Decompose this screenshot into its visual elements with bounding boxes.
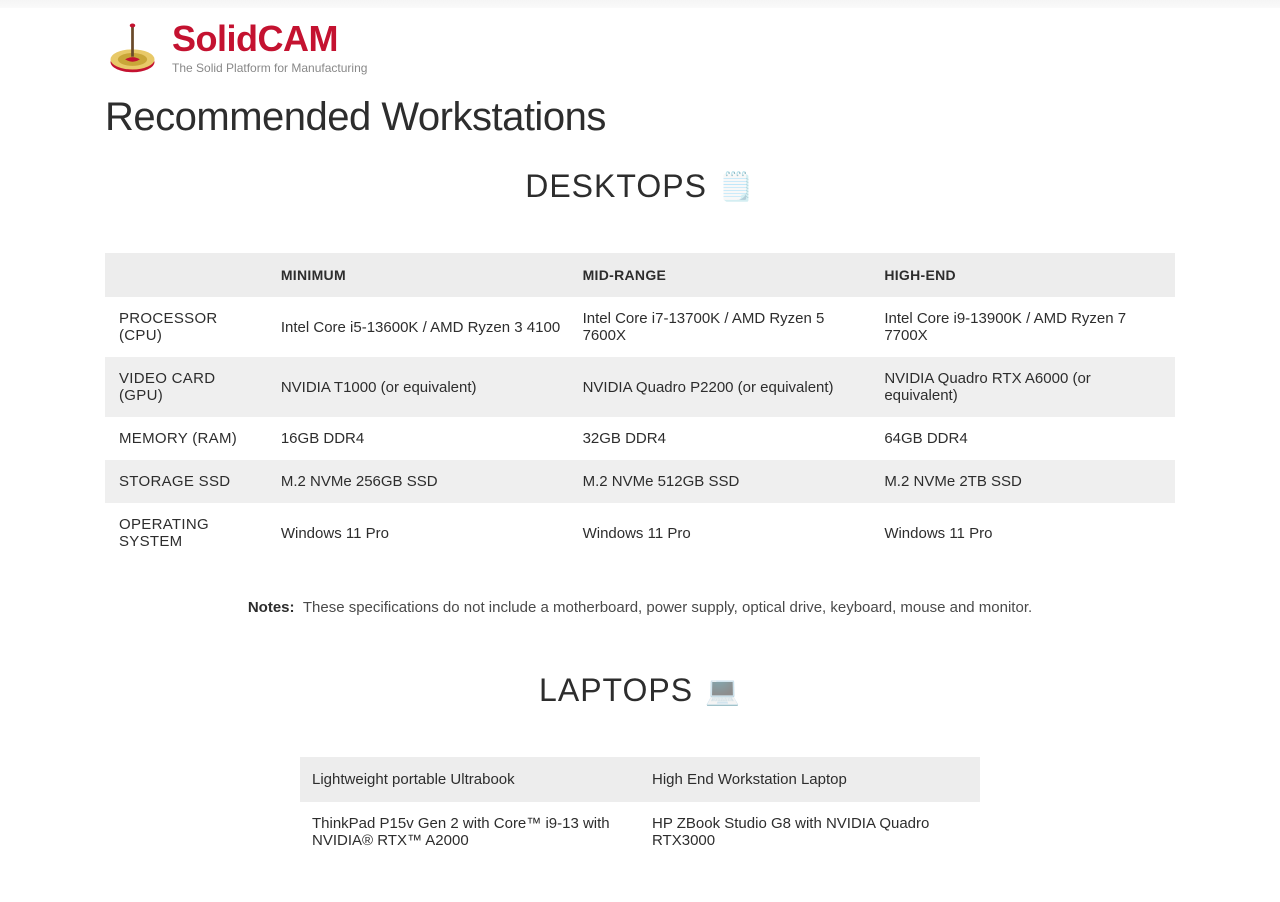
table-row: ThinkPad P15v Gen 2 with Core™ i9-13 wit… bbox=[300, 802, 980, 862]
cell-gpu-min: NVIDIA T1000 (or equivalent) bbox=[271, 357, 573, 417]
laptops-table: Lightweight portable Ultrabook High End … bbox=[300, 757, 980, 862]
page-container: SolidCAM The Solid Platform for Manufact… bbox=[0, 0, 1280, 902]
row-label-os: OPERATING SYSTEM bbox=[105, 503, 271, 563]
content-area: SolidCAM The Solid Platform for Manufact… bbox=[0, 8, 1280, 902]
cell-ram-min: 16GB DDR4 bbox=[271, 417, 573, 460]
cell-gpu-high: NVIDIA Quadro RTX A6000 (or equivalent) bbox=[874, 357, 1175, 417]
col-header-workstation: High End Workstation Laptop bbox=[640, 757, 980, 802]
page-title: Recommended Workstations bbox=[105, 95, 1175, 140]
table-row: PROCESSOR (CPU) Intel Core i5-13600K / A… bbox=[105, 297, 1175, 357]
table-row: OPERATING SYSTEM Windows 11 Pro Windows … bbox=[105, 503, 1175, 563]
laptop-icon: 💻 bbox=[705, 674, 741, 707]
brand-logo-block: SolidCAM The Solid Platform for Manufact… bbox=[105, 20, 1175, 75]
row-label-gpu: VIDEO CARD (GPU) bbox=[105, 357, 271, 417]
cell-ssd-mid: M.2 NVMe 512GB SSD bbox=[573, 460, 875, 503]
desktops-heading-text: DESKTOPS bbox=[525, 168, 707, 205]
brand-logo-icon bbox=[105, 20, 160, 75]
cell-ssd-min: M.2 NVMe 256GB SSD bbox=[271, 460, 573, 503]
cell-os-min: Windows 11 Pro bbox=[271, 503, 573, 563]
cell-gpu-mid: NVIDIA Quadro P2200 (or equivalent) bbox=[573, 357, 875, 417]
table-header-row: MINIMUM MID-RANGE HIGH-END bbox=[105, 253, 1175, 297]
desktops-table: MINIMUM MID-RANGE HIGH-END PROCESSOR (CP… bbox=[105, 253, 1175, 563]
brand-name: SolidCAM bbox=[172, 21, 367, 57]
row-label-cpu: PROCESSOR (CPU) bbox=[105, 297, 271, 357]
cell-cpu-high: Intel Core i9-13900K / AMD Ryzen 7 7700X bbox=[874, 297, 1175, 357]
cell-ultrabook: ThinkPad P15v Gen 2 with Core™ i9-13 wit… bbox=[300, 802, 640, 862]
cell-os-high: Windows 11 Pro bbox=[874, 503, 1175, 563]
col-header-highend: HIGH-END bbox=[874, 253, 1175, 297]
notes-line: Notes: These specifications do not inclu… bbox=[105, 599, 1175, 616]
laptops-heading-text: LAPTOPS bbox=[539, 672, 693, 709]
col-header-minimum: MINIMUM bbox=[271, 253, 573, 297]
table-header-row: Lightweight portable Ultrabook High End … bbox=[300, 757, 980, 802]
cell-ssd-high: M.2 NVMe 2TB SSD bbox=[874, 460, 1175, 503]
header-band bbox=[0, 0, 1280, 8]
brand-text-block: SolidCAM The Solid Platform for Manufact… bbox=[172, 21, 367, 75]
row-label-ram: MEMORY (RAM) bbox=[105, 417, 271, 460]
row-label-ssd: STORAGE SSD bbox=[105, 460, 271, 503]
cell-ram-mid: 32GB DDR4 bbox=[573, 417, 875, 460]
notes-label: Notes: bbox=[248, 599, 295, 616]
cell-workstation: HP ZBook Studio G8 with NVIDIA Quadro RT… bbox=[640, 802, 980, 862]
laptops-heading: LAPTOPS 💻 bbox=[105, 672, 1175, 709]
cell-cpu-min: Intel Core i5-13600K / AMD Ryzen 3 4100 bbox=[271, 297, 573, 357]
desktops-heading: DESKTOPS 🗒️ bbox=[105, 168, 1175, 205]
cell-ram-high: 64GB DDR4 bbox=[874, 417, 1175, 460]
col-header-midrange: MID-RANGE bbox=[573, 253, 875, 297]
col-header-ultrabook: Lightweight portable Ultrabook bbox=[300, 757, 640, 802]
desktop-icon: 🗒️ bbox=[719, 170, 755, 203]
table-row: MEMORY (RAM) 16GB DDR4 32GB DDR4 64GB DD… bbox=[105, 417, 1175, 460]
table-row: STORAGE SSD M.2 NVMe 256GB SSD M.2 NVMe … bbox=[105, 460, 1175, 503]
cell-cpu-mid: Intel Core i7-13700K / AMD Ryzen 5 7600X bbox=[573, 297, 875, 357]
cell-os-mid: Windows 11 Pro bbox=[573, 503, 875, 563]
col-header-blank bbox=[105, 253, 271, 297]
table-row: VIDEO CARD (GPU) NVIDIA T1000 (or equiva… bbox=[105, 357, 1175, 417]
notes-text: These specifications do not include a mo… bbox=[303, 599, 1032, 616]
brand-tagline: The Solid Platform for Manufacturing bbox=[172, 61, 367, 75]
